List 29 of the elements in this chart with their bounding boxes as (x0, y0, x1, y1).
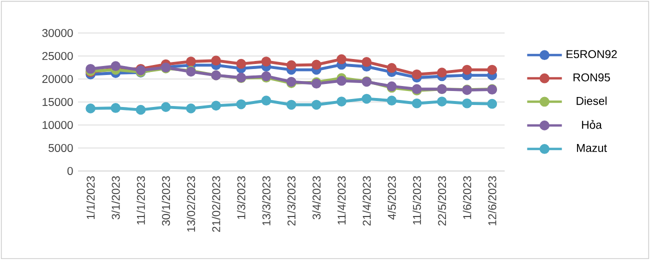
x-tick-label: 30/1/2023 (162, 176, 170, 226)
x-tick-label: 11/4/2023 (337, 176, 346, 224)
legend-label: RON95 (574, 73, 610, 82)
x-tick-label: 21/02/2023 (212, 176, 220, 232)
x-tick-label: 4/5/2023 (388, 176, 396, 220)
y-tick-label: 10000 (42, 120, 73, 129)
legend-label: E5RON92 (566, 50, 617, 58)
x-tick-label: 13/02/2023 (186, 176, 196, 232)
x-tick-label: 11/5/2023 (412, 176, 421, 224)
x-tick-label: 13/3/2023 (262, 176, 270, 226)
x-tick-label: 22/5/2023 (438, 176, 446, 226)
x-tick-label: 1/1/2023 (86, 176, 95, 219)
x-tick-label: 21/3/2023 (287, 176, 296, 226)
y-tick-label: 0 (67, 166, 73, 175)
y-tick-label: 15000 (42, 98, 73, 106)
x-tick-label: 12/6/2023 (488, 176, 496, 226)
legend-label: Diesel (576, 96, 607, 105)
x-tick-label: 3/1/2023 (111, 176, 120, 220)
x-tick-label: 21/4/2023 (362, 176, 371, 226)
y-tick-label: 5000 (48, 144, 73, 152)
legend-label: Hỏa (582, 120, 602, 129)
x-tick-label: 1/6/2023 (462, 176, 472, 219)
y-tick-label: 20000 (42, 74, 73, 84)
y-tick-label: 30000 (42, 29, 73, 38)
legend-label: Mazut (577, 144, 607, 152)
y-tick-label: 25000 (42, 52, 73, 60)
x-tick-label: 3/4/2023 (312, 176, 321, 220)
x-tick-label: 11/1/2023 (136, 176, 145, 224)
x-tick-label: 1/3/2023 (236, 176, 246, 219)
